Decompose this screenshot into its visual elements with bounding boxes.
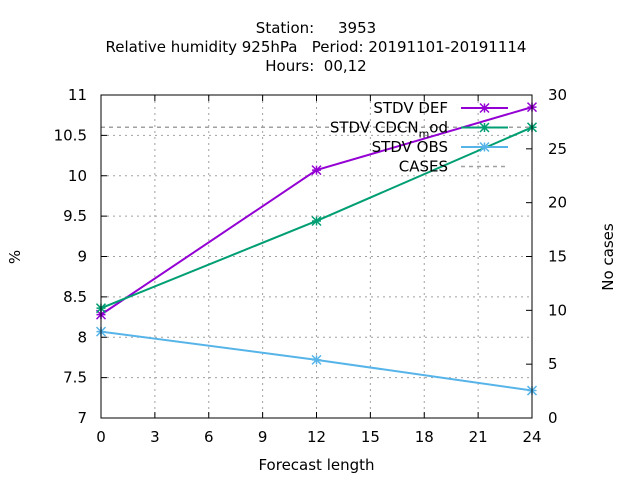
legend-marker bbox=[479, 141, 490, 153]
data-point bbox=[311, 165, 322, 176]
y2-axis-label: No cases bbox=[599, 223, 617, 291]
title-line: Station: 3953 bbox=[256, 19, 376, 37]
x-tick-label: 18 bbox=[415, 428, 434, 446]
x-tick-label: 21 bbox=[469, 428, 488, 446]
grid-lines bbox=[101, 95, 532, 418]
legend-label-main: STDV CDCN bbox=[330, 119, 419, 137]
legend-label: STDV CDCNmod bbox=[330, 119, 448, 141]
x-tick-label: 9 bbox=[258, 428, 268, 446]
y-tick-label: 10.5 bbox=[54, 126, 87, 144]
x-tick-label: 12 bbox=[307, 428, 326, 446]
x-tick-label: 0 bbox=[96, 428, 106, 446]
legend-entry: STDV DEF bbox=[373, 99, 508, 117]
series-stdv-cdcn-mod bbox=[95, 122, 538, 314]
y2-tick-label: 0 bbox=[548, 409, 558, 427]
y2-tick-label: 25 bbox=[548, 140, 567, 158]
legend-entry: STDV OBS bbox=[372, 138, 508, 156]
legend-label: STDV OBS bbox=[372, 138, 448, 156]
y2-tick-label: 15 bbox=[548, 248, 567, 266]
y2-tick-label: 20 bbox=[548, 194, 567, 212]
x-tick-label: 24 bbox=[522, 428, 541, 446]
axis-ticks: 0 3 6 9 12 15 18 21 24 7 7.5 8 8.5 9 9.5 10 10.5 11 0 5 10 15… bbox=[54, 86, 568, 446]
y-tick-label: 8.5 bbox=[63, 288, 87, 306]
y-tick-label: 9.5 bbox=[63, 207, 87, 225]
legend-marker bbox=[479, 122, 490, 133]
data-point bbox=[311, 354, 322, 365]
legend-label: STDV DEF bbox=[373, 99, 448, 117]
y-tick-label: 11 bbox=[68, 86, 87, 104]
x-tick-label: 6 bbox=[204, 428, 214, 446]
y-tick-label: 8 bbox=[77, 328, 87, 346]
legend-entry: CASES bbox=[399, 158, 508, 176]
legend-marker bbox=[479, 102, 490, 114]
y-axis-label: % bbox=[6, 250, 24, 264]
y-tick-label: 7.5 bbox=[63, 369, 87, 387]
legend-label-tail: od bbox=[429, 119, 448, 137]
y2-tick-label: 30 bbox=[548, 86, 567, 104]
data-point bbox=[311, 215, 322, 227]
y-tick-label: 9 bbox=[77, 248, 87, 266]
legend-label-sub: m bbox=[419, 128, 430, 141]
y2-tick-label: 10 bbox=[548, 301, 567, 319]
y-tick-label: 10 bbox=[68, 167, 87, 185]
legend-entry: STDV CDCNmod bbox=[330, 119, 508, 141]
x-axis-label: Forecast length bbox=[258, 456, 374, 474]
title-line: Hours: 00,12 bbox=[265, 57, 366, 75]
legend-label: CASES bbox=[399, 158, 448, 176]
y-tick-label: 7 bbox=[77, 409, 87, 427]
x-tick-label: 3 bbox=[150, 428, 160, 446]
x-tick-label: 15 bbox=[361, 428, 380, 446]
title-line: Relative humidity 925hPa Period: 2019110… bbox=[106, 38, 527, 56]
y2-tick-label: 5 bbox=[548, 355, 558, 373]
